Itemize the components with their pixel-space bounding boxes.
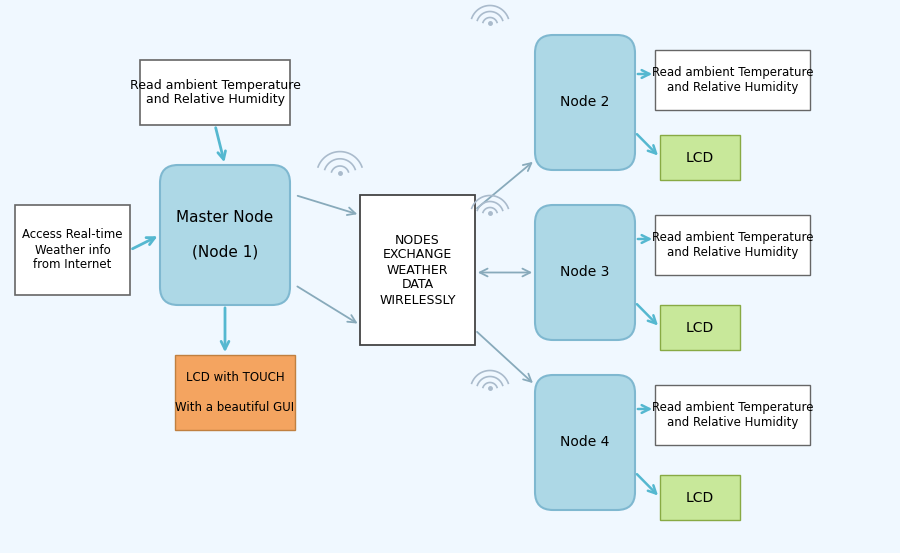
Bar — [655, 50, 810, 110]
Bar — [140, 60, 290, 125]
Bar — [660, 305, 740, 350]
Text: Read ambient Temperature
and Relative Humidity: Read ambient Temperature and Relative Hu… — [652, 231, 814, 259]
Bar — [660, 135, 740, 180]
Bar — [655, 385, 810, 445]
Text: Access Real-time
Weather info
from Internet: Access Real-time Weather info from Inter… — [22, 228, 122, 272]
Text: Node 4: Node 4 — [561, 436, 609, 450]
FancyBboxPatch shape — [160, 165, 290, 305]
FancyBboxPatch shape — [535, 205, 635, 340]
Text: Master Node

(Node 1): Master Node (Node 1) — [176, 210, 274, 260]
Bar — [175, 355, 295, 430]
FancyBboxPatch shape — [535, 375, 635, 510]
Text: Node 3: Node 3 — [561, 265, 609, 279]
Text: LCD: LCD — [686, 150, 714, 164]
Bar — [15, 205, 130, 295]
Text: Read ambient Temperature
and Relative Humidity: Read ambient Temperature and Relative Hu… — [130, 79, 301, 107]
Text: LCD with TOUCH

With a beautiful GUI: LCD with TOUCH With a beautiful GUI — [176, 371, 294, 414]
FancyBboxPatch shape — [535, 35, 635, 170]
Text: Node 2: Node 2 — [561, 96, 609, 109]
Bar — [360, 195, 475, 345]
Text: LCD: LCD — [686, 321, 714, 335]
Bar — [655, 215, 810, 275]
Text: Read ambient Temperature
and Relative Humidity: Read ambient Temperature and Relative Hu… — [652, 401, 814, 429]
Text: NODES
EXCHANGE
WEATHER
DATA
WIRELESSLY: NODES EXCHANGE WEATHER DATA WIRELESSLY — [379, 233, 455, 306]
Text: LCD: LCD — [686, 491, 714, 504]
Bar — [660, 475, 740, 520]
Text: Read ambient Temperature
and Relative Humidity: Read ambient Temperature and Relative Hu… — [652, 66, 814, 94]
